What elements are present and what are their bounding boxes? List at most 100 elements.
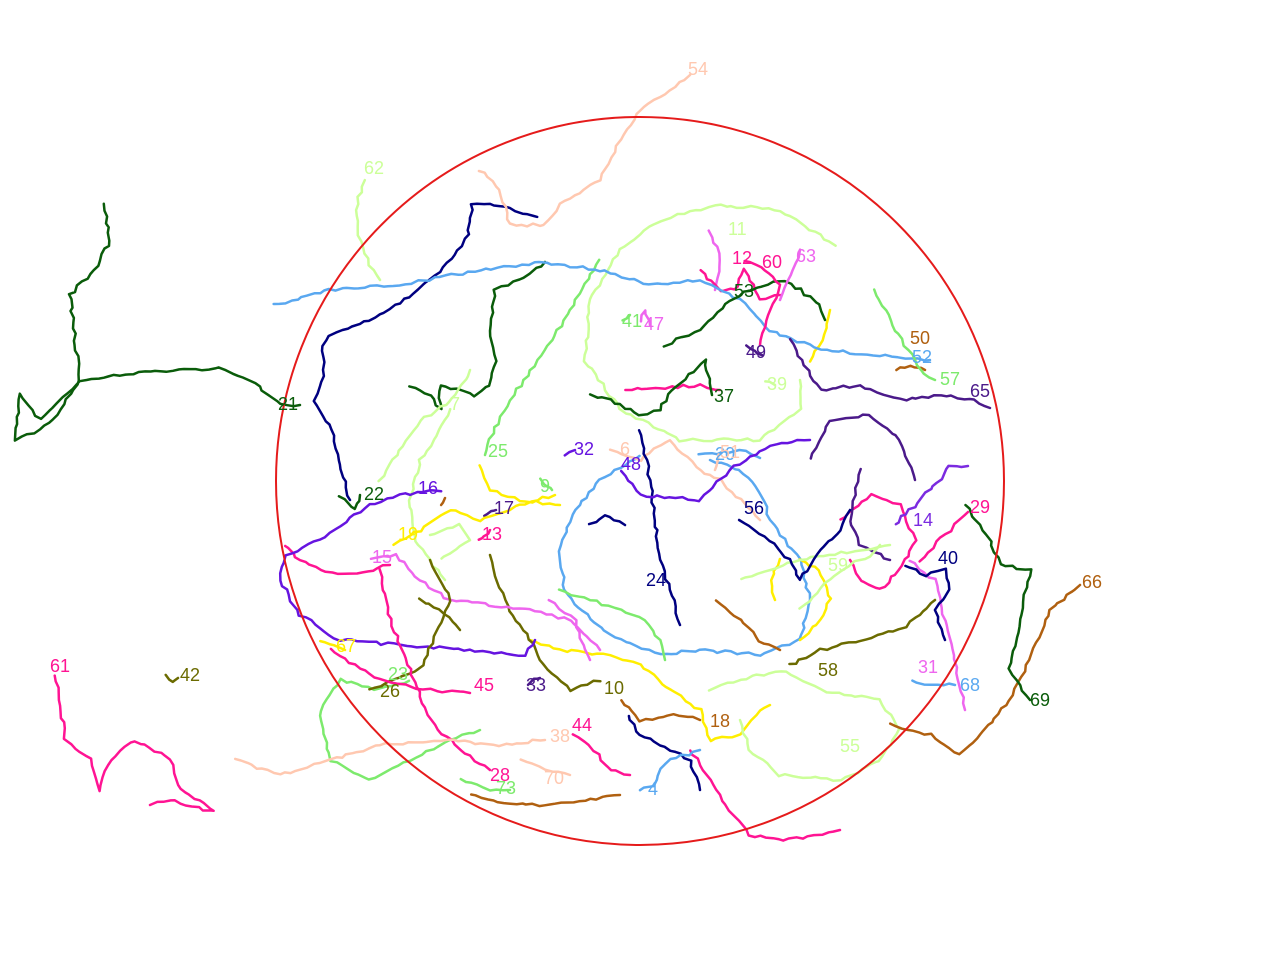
track-label-33: 33 [526, 675, 546, 695]
track-label-54: 54 [688, 59, 708, 79]
trajectory-paths [13, 73, 1082, 842]
track-label-25: 25 [488, 441, 508, 461]
trajectory-track-37 [588, 358, 714, 417]
track-label-21: 21 [278, 394, 298, 414]
trajectory-track-6 [608, 438, 762, 522]
track-label-20: 20 [715, 444, 735, 464]
trajectory-track-44 [571, 733, 632, 777]
track-label-70: 70 [544, 768, 564, 788]
track-label-39: 39 [767, 374, 787, 394]
trajectory-track-17 [483, 508, 498, 518]
track-label-11: 11 [728, 219, 747, 239]
trajectory-segment [469, 793, 622, 808]
trajectory-track-39 [764, 380, 777, 387]
track-label-26: 26 [380, 681, 400, 701]
trajectory-segment [557, 588, 667, 662]
track-label-32: 32 [574, 439, 594, 459]
trajectory-track-16 [278, 489, 537, 658]
track-label-66: 66 [1082, 572, 1102, 592]
track-label-52: 52 [912, 347, 932, 367]
trajectory-track-62 [354, 178, 382, 282]
track-label-65: 65 [970, 381, 990, 401]
track-label-59: 59 [828, 555, 848, 575]
trajectory-track-59 [798, 543, 882, 610]
track-label-28: 28 [490, 765, 510, 785]
trajectory-segment [478, 464, 562, 507]
trajectory-track-31 [908, 559, 967, 712]
trajectory-segment [627, 714, 702, 792]
trajectory-track-13 [477, 528, 492, 541]
trajectory-track-52 [272, 260, 932, 362]
trajectory-track-24 [637, 429, 682, 627]
track-label-73: 73 [496, 778, 516, 798]
track-label-42: 42 [180, 665, 200, 685]
trajectory-track-66 [888, 583, 1082, 756]
trajectory-track-58 [788, 598, 937, 666]
trajectory-segment [312, 202, 539, 502]
track-label-22: 22 [364, 484, 384, 504]
trajectory-track-14 [894, 464, 970, 526]
trajectory-segment [809, 413, 917, 482]
track-label-19: 19 [398, 524, 418, 544]
track-label-23: 23 [388, 664, 408, 684]
trajectory-track-70 [519, 758, 572, 777]
track-label-41: 41 [622, 311, 642, 331]
trajectory-track-18 [620, 699, 702, 723]
trajectory-track-69 [964, 503, 1033, 702]
trajectory-track-38 [233, 738, 547, 776]
track-label-40: 40 [938, 548, 958, 568]
trajectory-track-60 [743, 259, 782, 347]
track-label-53: 53 [734, 281, 754, 301]
trajectory-track-23 [318, 677, 482, 781]
trajectory-track-51 [713, 453, 720, 472]
track-label-58: 58 [818, 660, 838, 680]
trajectory-track-56 [737, 508, 852, 582]
track-label-14: 14 [913, 510, 933, 530]
track-label-69: 69 [1030, 690, 1050, 710]
trajectory-track-45 [329, 647, 472, 695]
track-label-6: 6 [620, 439, 630, 459]
track-label-68: 68 [960, 675, 980, 695]
track-label-37: 37 [714, 386, 734, 406]
trajectory-track-4 [638, 748, 702, 792]
trajectory-track-63 [778, 248, 802, 302]
trajectory-track-9 [539, 477, 554, 492]
track-label-7: 7 [450, 394, 460, 414]
track-label-4: 4 [648, 779, 658, 799]
track-label-56: 56 [744, 498, 764, 518]
track-label-44: 44 [572, 715, 592, 735]
trajectory-track-41 [621, 313, 632, 322]
trajectory-track-10 [488, 553, 602, 693]
track-label-49: 49 [746, 342, 766, 362]
trajectory-track-22 [337, 493, 362, 511]
track-label-15: 15 [372, 547, 392, 567]
trajectory-track-48 [619, 438, 812, 503]
trajectory-track-40 [904, 564, 951, 642]
arena-boundary-circle [275, 116, 1005, 846]
track-label-62: 62 [364, 158, 384, 178]
trajectory-segment [707, 229, 721, 292]
track-label-48: 48 [621, 454, 641, 474]
trajectory-track-19 [392, 493, 557, 547]
trajectory-segment [808, 308, 832, 363]
track-label-38: 38 [550, 726, 570, 746]
trajectory-track-29 [918, 510, 970, 563]
trajectory-track-49 [745, 344, 764, 357]
track-label-51: 51 [720, 442, 740, 462]
trajectory-track-61 [53, 674, 215, 813]
trajectory-track-12 [699, 267, 782, 301]
trajectory-track-25 [483, 258, 601, 457]
trajectory-track-26 [368, 558, 452, 691]
trajectory-track-65 [788, 337, 992, 410]
track-label-10: 10 [604, 678, 624, 698]
trajectory-track-11 [582, 203, 837, 443]
track-label-63: 63 [796, 246, 816, 266]
trajectory-track-15 [369, 552, 602, 652]
trajectory-segment [714, 599, 782, 652]
trajectory-track-50 [895, 364, 927, 372]
trajectory-track-32 [563, 448, 577, 457]
trajectory-track-47 [639, 309, 652, 327]
trajectory-track-67 [319, 639, 347, 652]
track-label-12: 12 [732, 248, 752, 268]
